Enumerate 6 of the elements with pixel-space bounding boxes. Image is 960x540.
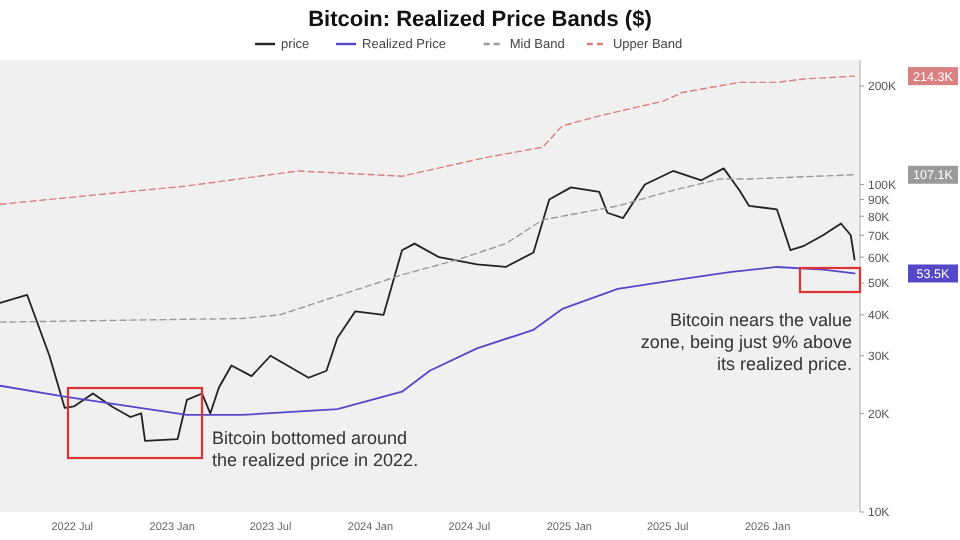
line-series xyxy=(0,167,856,442)
line-series xyxy=(0,174,856,323)
annotation: Bitcoin nears the value zone, being just 9% above its realized price. xyxy=(640,310,852,374)
chart-title: Bitcoin: Realized Price Bands ($) xyxy=(308,8,653,32)
annotation: Bitcoin bottomed around the realized price in 2022. xyxy=(212,428,419,470)
line-series xyxy=(0,75,856,206)
